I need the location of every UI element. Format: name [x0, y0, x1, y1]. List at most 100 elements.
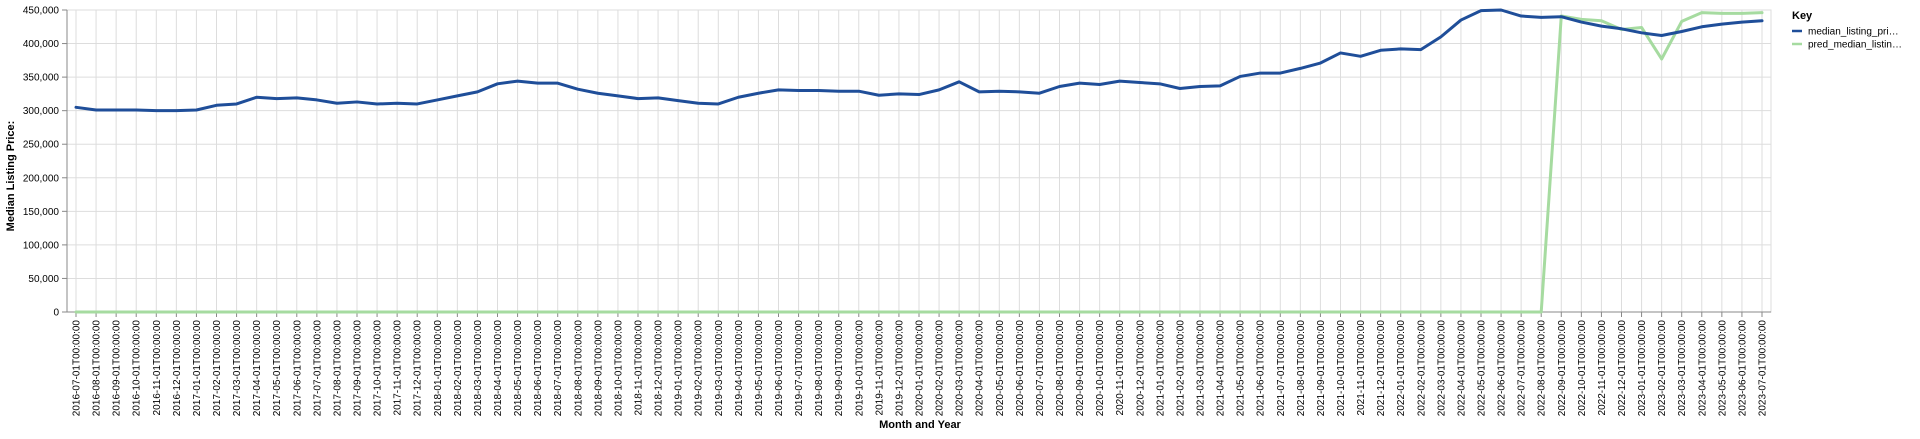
x-tick-label: 2017-08-01T00:00:00 — [332, 320, 343, 417]
y-tick-label: 400,000 — [23, 39, 60, 50]
x-tick-label: 2021-01-01T00:00:00 — [1155, 320, 1166, 417]
x-tick-label: 2020-09-01T00:00:00 — [1075, 320, 1086, 417]
legend: Key median_listing_pri… pred_median_listi… — [1792, 10, 1902, 51]
series-lines — [74, 8, 1764, 314]
x-tick-label: 2016-11-01T00:00:00 — [152, 320, 163, 416]
x-tick-label: 2019-09-01T00:00:00 — [834, 320, 845, 417]
x-tick-label: 2023-04-01T00:00:00 — [1697, 320, 1708, 417]
legend-label: median_listing_pri… — [1808, 27, 1899, 38]
x-tick-label: 2017-02-01T00:00:00 — [212, 320, 223, 417]
x-tick-label: 2021-10-01T00:00:00 — [1336, 320, 1347, 417]
x-tick-label: 2019-11-01T00:00:00 — [874, 320, 885, 416]
y-tick-label: 0 — [53, 308, 59, 319]
x-tick-label: 2022-02-01T00:00:00 — [1416, 320, 1427, 417]
x-tick-label: 2018-11-01T00:00:00 — [634, 320, 645, 416]
x-tick-label: 2016-10-01T00:00:00 — [132, 320, 143, 417]
x-tick-label: 2018-02-01T00:00:00 — [453, 320, 464, 417]
x-tick-label: 2021-06-01T00:00:00 — [1256, 320, 1267, 417]
x-tick-label: 2023-05-01T00:00:00 — [1717, 320, 1728, 417]
x-tick-label: 2017-10-01T00:00:00 — [373, 320, 384, 417]
x-tick-label: 2020-04-01T00:00:00 — [975, 320, 986, 417]
x-tick-label: 2019-01-01T00:00:00 — [674, 320, 685, 417]
x-tick-label: 2023-07-01T00:00:00 — [1758, 320, 1769, 417]
x-tick-label: 2022-06-01T00:00:00 — [1497, 320, 1508, 417]
x-tick-label: 2019-04-01T00:00:00 — [734, 320, 745, 417]
x-tick-label: 2023-06-01T00:00:00 — [1737, 320, 1748, 417]
x-tick-label: 2023-01-01T00:00:00 — [1637, 320, 1648, 417]
x-tick-label: 2022-08-01T00:00:00 — [1537, 320, 1548, 417]
x-tick-label: 2021-07-01T00:00:00 — [1276, 320, 1287, 417]
x-tick-label: 2020-03-01T00:00:00 — [955, 320, 966, 417]
x-tick-label: 2017-09-01T00:00:00 — [353, 320, 364, 417]
x-tick-label: 2022-07-01T00:00:00 — [1517, 320, 1528, 417]
x-tick-label: 2019-05-01T00:00:00 — [754, 320, 765, 417]
series-line-0 — [74, 8, 1764, 113]
x-tick-label: 2022-01-01T00:00:00 — [1396, 320, 1407, 417]
x-tick-label: 2018-07-01T00:00:00 — [553, 320, 564, 417]
x-axis: 2016-07-01T00:00:00 2016-08-01T00:00:00 20… — [67, 311, 1771, 417]
x-tick-label: 2020-08-01T00:00:00 — [1055, 320, 1066, 417]
x-tick-label: 2021-03-01T00:00:00 — [1196, 320, 1207, 417]
x-tick-label: 2017-06-01T00:00:00 — [292, 320, 303, 417]
x-tick-label: 2020-12-01T00:00:00 — [1135, 320, 1146, 417]
y-tick-label: 300,000 — [23, 106, 60, 117]
x-tick-label: 2021-08-01T00:00:00 — [1296, 320, 1307, 417]
x-tick-label: 2018-04-01T00:00:00 — [493, 320, 504, 417]
legend-label: pred_median_listin… — [1808, 40, 1902, 51]
x-tick-label: 2022-10-01T00:00:00 — [1577, 320, 1588, 417]
x-tick-label: 2017-04-01T00:00:00 — [252, 320, 263, 417]
x-tick-label: 2022-09-01T00:00:00 — [1557, 320, 1568, 417]
x-tick-label: 2016-09-01T00:00:00 — [112, 320, 123, 417]
y-tick-label: 250,000 — [23, 140, 60, 151]
y-tick-label: 50,000 — [28, 274, 59, 285]
x-tick-label: 2019-06-01T00:00:00 — [774, 320, 785, 417]
x-tick-label: 2021-02-01T00:00:00 — [1175, 320, 1186, 417]
x-tick-label: 2018-06-01T00:00:00 — [533, 320, 544, 417]
x-tick-label: 2018-05-01T00:00:00 — [513, 320, 524, 417]
x-tick-label: 2018-03-01T00:00:00 — [473, 320, 484, 417]
x-tick-label: 2022-12-01T00:00:00 — [1617, 320, 1628, 417]
x-tick-label: 2017-05-01T00:00:00 — [272, 320, 283, 417]
x-tick-label: 2023-02-01T00:00:00 — [1657, 320, 1668, 417]
x-tick-label: 2020-10-01T00:00:00 — [1095, 320, 1106, 417]
x-tick-label: 2017-03-01T00:00:00 — [232, 320, 243, 417]
y-tick-label: 200,000 — [23, 173, 60, 184]
x-tick-label: 2021-05-01T00:00:00 — [1236, 320, 1247, 417]
y-tick-label: 350,000 — [23, 73, 60, 84]
x-tick-label: 2018-01-01T00:00:00 — [433, 320, 444, 417]
x-tick-label: 2021-12-01T00:00:00 — [1376, 320, 1387, 417]
x-tick-label: 2020-01-01T00:00:00 — [915, 320, 926, 417]
x-tick-label: 2018-12-01T00:00:00 — [654, 320, 665, 417]
y-axis: 0 50,000 100,000 150,000 200,000 250,000 300,0… — [23, 6, 68, 319]
x-tick-label: 2022-04-01T00:00:00 — [1456, 320, 1467, 417]
x-tick-label: 2016-07-01T00:00:00 — [72, 320, 83, 417]
x-tick-label: 2020-07-01T00:00:00 — [1035, 320, 1046, 417]
y-tick-label: 450,000 — [23, 6, 60, 17]
x-tick-label: 2022-03-01T00:00:00 — [1436, 320, 1447, 417]
x-tick-label: 2016-08-01T00:00:00 — [92, 320, 103, 417]
x-tick-label: 2018-09-01T00:00:00 — [593, 320, 604, 417]
y-tick-label: 100,000 — [23, 240, 60, 251]
x-tick-label: 2021-11-01T00:00:00 — [1356, 320, 1367, 416]
x-tick-label: 2022-11-01T00:00:00 — [1597, 320, 1608, 416]
x-tick-label: 2020-02-01T00:00:00 — [935, 320, 946, 417]
y-tick-label: 150,000 — [23, 207, 60, 218]
x-tick-label: 2023-03-01T00:00:00 — [1677, 320, 1688, 417]
y-axis-title: Median Listing Price: — [5, 121, 17, 232]
x-tick-label: 2016-12-01T00:00:00 — [172, 320, 183, 417]
x-tick-label: 2021-09-01T00:00:00 — [1316, 320, 1327, 417]
x-tick-label: 2020-06-01T00:00:00 — [1015, 320, 1026, 417]
x-tick-label: 2019-03-01T00:00:00 — [714, 320, 725, 417]
x-tick-label: 2017-12-01T00:00:00 — [413, 320, 424, 417]
x-tick-label: 2017-01-01T00:00:00 — [192, 320, 203, 417]
x-tick-label: 2018-10-01T00:00:00 — [613, 320, 624, 417]
x-tick-label: 2020-11-01T00:00:00 — [1115, 320, 1126, 416]
grid — [66, 9, 1772, 313]
x-tick-label: 2020-05-01T00:00:00 — [995, 320, 1006, 417]
x-tick-label: 2019-12-01T00:00:00 — [894, 320, 905, 417]
x-tick-label: 2022-05-01T00:00:00 — [1477, 320, 1488, 417]
x-axis-title: Month and Year — [879, 419, 961, 431]
x-tick-label: 2019-08-01T00:00:00 — [814, 320, 825, 417]
